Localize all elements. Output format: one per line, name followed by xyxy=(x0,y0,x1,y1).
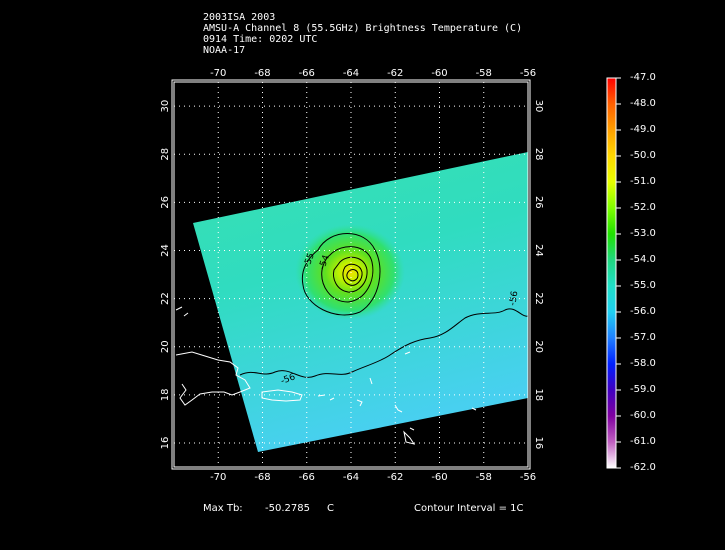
lon-tick-bottom: -62 xyxy=(387,472,403,483)
lon-tick-top: -66 xyxy=(299,68,315,79)
max-tb-value: -50.2785 xyxy=(265,503,310,514)
map-frame xyxy=(173,81,529,468)
lat-tick-right: 28 xyxy=(533,148,544,161)
lon-tick-top: -62 xyxy=(387,68,403,79)
contour-interval: Contour Interval = 1C xyxy=(414,503,524,514)
contour-label-54: -54 xyxy=(317,254,332,271)
colorbar-label: -54.0 xyxy=(630,254,656,265)
hispaniola-coast xyxy=(175,351,251,406)
colorbar-label: -48.0 xyxy=(630,98,656,109)
colorbar-label: -55.0 xyxy=(630,280,656,291)
colorbar-label: -58.0 xyxy=(630,358,656,369)
axis-ticks: -70 -70 -68 -68 -66 -66 -64 -64 -62 -62 -60 -60 -58 -… xyxy=(160,68,544,483)
contour-label-55: -55 xyxy=(302,252,316,269)
lat-tick-right: 26 xyxy=(533,196,544,209)
virgin-islands xyxy=(317,394,335,401)
colorbar xyxy=(606,77,621,469)
colorbar-label: -61.0 xyxy=(630,436,656,447)
lat-tick-left: 20 xyxy=(160,340,171,353)
lat-tick-right: 20 xyxy=(533,340,544,353)
colorbar-label: -57.0 xyxy=(630,332,656,343)
lat-tick-right: 30 xyxy=(533,100,544,113)
lat-tick-left: 16 xyxy=(160,437,171,450)
coastlines xyxy=(175,306,477,445)
lat-tick-right: 24 xyxy=(533,244,544,257)
lon-tick-bottom: -68 xyxy=(254,472,270,483)
storm-title: 2003ISA 2003 xyxy=(203,12,276,23)
lon-tick-top: -68 xyxy=(254,68,270,79)
colorbar-label: -49.0 xyxy=(630,124,656,135)
lat-tick-right: 22 xyxy=(533,292,544,305)
lon-tick-bottom: -56 xyxy=(520,472,536,483)
lon-tick-top: -60 xyxy=(431,68,447,79)
colorbar-label: -50.0 xyxy=(630,150,656,161)
lat-tick-left: 24 xyxy=(160,244,171,257)
lon-tick-bottom: -70 xyxy=(210,472,226,483)
figure-header: 2003ISA 2003 AMSU-A Channel 8 (55.5GHz) … xyxy=(203,12,522,56)
lesser-antilles xyxy=(356,377,477,445)
contour-label-56a: -56 xyxy=(280,372,297,387)
colorbar-label: -51.0 xyxy=(630,176,656,187)
satellite-label: NOAA-17 xyxy=(203,45,246,56)
lat-tick-left: 26 xyxy=(160,196,171,209)
contour-lines xyxy=(239,233,529,378)
max-tb-label: Max Tb: xyxy=(203,503,243,514)
lon-tick-bottom: -60 xyxy=(431,472,447,483)
colorbar-label: -60.0 xyxy=(630,410,656,421)
lat-tick-left: 18 xyxy=(160,388,171,401)
map-frame-outer xyxy=(171,79,531,470)
colorbar-label: -62.0 xyxy=(630,462,656,473)
turks-caicos xyxy=(175,306,189,317)
product-title: AMSU-A Channel 8 (55.5GHz) Brightness Te… xyxy=(203,23,523,34)
contour-55 xyxy=(301,233,381,316)
warm-core xyxy=(295,224,405,320)
lon-tick-top: -70 xyxy=(210,68,226,79)
lat-tick-left: 30 xyxy=(160,100,171,113)
lon-tick-top: -58 xyxy=(476,68,492,79)
lat-tick-left: 28 xyxy=(160,148,171,161)
lat-tick-right: 16 xyxy=(533,437,544,450)
colorbar-label: -59.0 xyxy=(630,384,656,395)
contour-54 xyxy=(321,246,374,303)
colorbar-ramp xyxy=(606,77,617,469)
puerto-rico-coast xyxy=(261,389,303,402)
lon-tick-top: -56 xyxy=(520,68,536,79)
time-label: 0914 Time: 0202 UTC xyxy=(203,34,318,45)
colorbar-label: -53.0 xyxy=(630,228,656,239)
colorbar-label: -47.0 xyxy=(630,72,656,83)
lon-tick-bottom: -64 xyxy=(343,472,359,483)
lon-tick-top: -64 xyxy=(343,68,359,79)
lon-tick-bottom: -66 xyxy=(299,472,315,483)
lat-tick-left: 22 xyxy=(160,292,171,305)
max-tb-unit: C xyxy=(327,503,334,514)
lon-tick-bottom: -58 xyxy=(476,472,492,483)
lat-tick-right: 18 xyxy=(533,388,544,401)
colorbar-label: -56.0 xyxy=(630,306,656,317)
colorbar-label: -52.0 xyxy=(630,202,656,213)
contour-56 xyxy=(239,308,529,378)
